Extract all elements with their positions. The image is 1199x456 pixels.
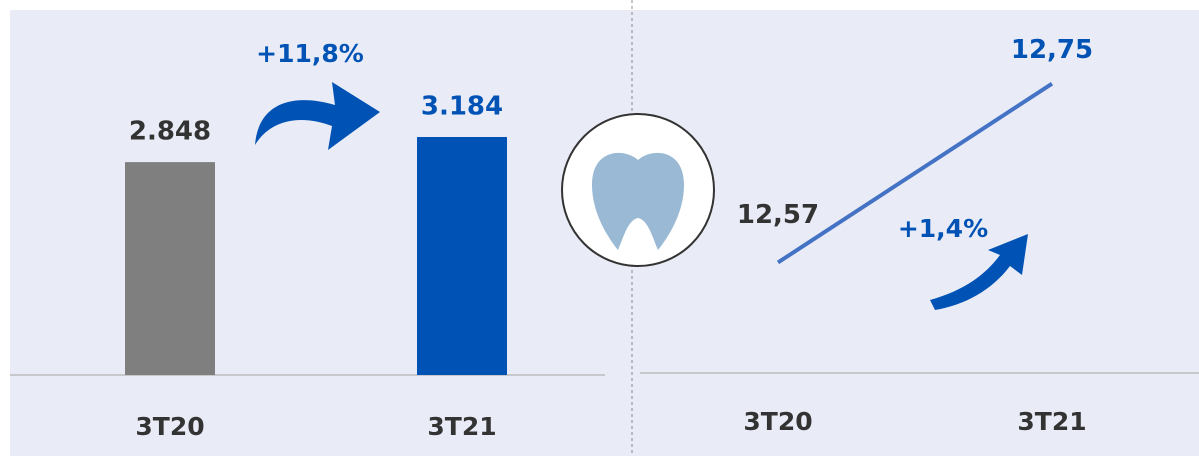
bar — [417, 136, 507, 375]
value-label: 2.848 — [129, 117, 211, 147]
growth-arrow — [255, 82, 380, 150]
x-tick-label: 3T20 — [135, 412, 204, 441]
growth-arrow — [930, 234, 1028, 310]
value-label: 12,57 — [737, 200, 819, 230]
value-label: 12,75 — [1011, 35, 1093, 65]
x-tick-label: 3T20 — [743, 407, 812, 436]
x-tick-label: 3T21 — [427, 412, 496, 441]
value-label: 3.184 — [421, 91, 503, 121]
annotation: +11,8% — [256, 39, 364, 68]
tooth-icon — [592, 152, 684, 250]
bar — [125, 162, 215, 375]
annotation: +1,4% — [898, 214, 988, 243]
x-tick-label: 3T21 — [1017, 407, 1086, 436]
line — [776, 81, 1054, 265]
